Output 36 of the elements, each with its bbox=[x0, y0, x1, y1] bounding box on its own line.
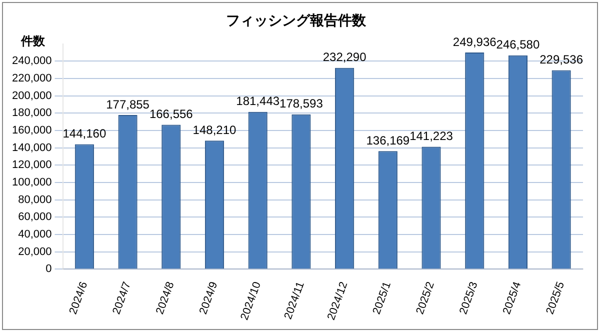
x-tick-label: 2025/5 bbox=[544, 280, 567, 316]
data-label: 141,223 bbox=[410, 129, 454, 144]
y-tick-label: 60,000 bbox=[18, 211, 52, 224]
data-label: 181,443 bbox=[236, 94, 280, 108]
y-tick-label: 100,000 bbox=[12, 176, 52, 188]
x-tick-label: 2025/2 bbox=[414, 280, 437, 316]
data-label: 177,855 bbox=[106, 97, 150, 112]
y-tick-label: 40,000 bbox=[18, 228, 52, 240]
data-label: 249,936 bbox=[452, 34, 497, 49]
x-tick-label: 2024/9 bbox=[197, 280, 220, 316]
y-tick-label: 160,000 bbox=[12, 124, 52, 136]
x-tick-label: 2025/4 bbox=[500, 280, 524, 316]
y-tick-label: 200,000 bbox=[12, 90, 52, 102]
x-tick-label: 2024/6 bbox=[67, 280, 90, 316]
y-tick-label: 180,000 bbox=[12, 107, 52, 120]
x-tick-label: 2025/1 bbox=[370, 280, 394, 316]
y-tick-label: 20,000 bbox=[18, 246, 52, 258]
y-tick-label: 140,000 bbox=[12, 142, 52, 154]
x-tick-label: 2024/8 bbox=[154, 280, 177, 316]
y-tick-label: 220,000 bbox=[12, 72, 52, 84]
data-label: 166,556 bbox=[149, 107, 194, 122]
data-label: 246,580 bbox=[496, 38, 540, 52]
data-label: 229,536 bbox=[540, 52, 584, 67]
y-tick-label: 240,000 bbox=[12, 55, 52, 68]
x-tick-label: 2025/3 bbox=[458, 280, 480, 316]
data-label: 232,290 bbox=[322, 50, 367, 64]
chart-title: フィッシング報告件数 bbox=[226, 13, 367, 30]
data-label: 136,169 bbox=[366, 133, 410, 148]
data-label: 178,593 bbox=[280, 96, 324, 111]
x-tick-label: 2024/7 bbox=[110, 280, 134, 316]
y-tick-label: 80,000 bbox=[18, 194, 52, 206]
data-label: 148,210 bbox=[192, 122, 237, 137]
data-label: 144,160 bbox=[62, 126, 106, 140]
y-tick-label: 0 bbox=[46, 263, 52, 276]
y-tick-label: 120,000 bbox=[12, 159, 52, 172]
y-axis-title: 件数 bbox=[21, 33, 45, 50]
